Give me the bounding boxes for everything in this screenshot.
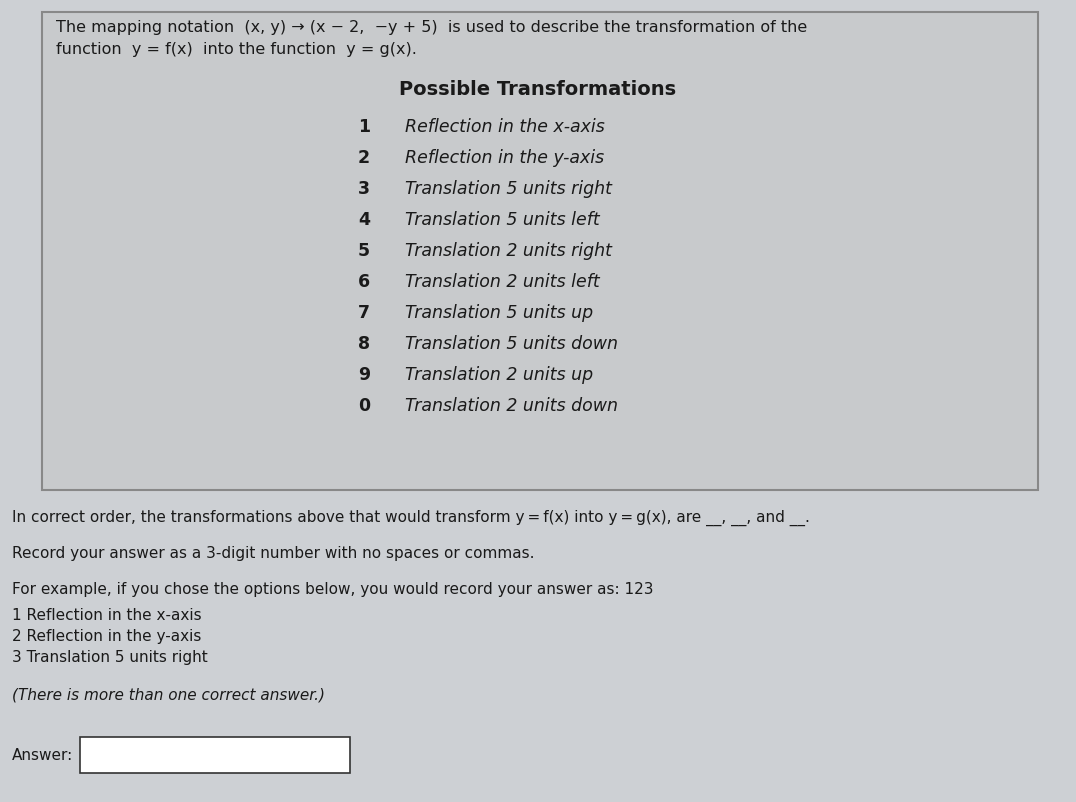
Text: Translation 2 units right: Translation 2 units right [405, 242, 612, 260]
Text: (There is more than one correct answer.): (There is more than one correct answer.) [12, 687, 325, 702]
Text: Reflection in the x-axis: Reflection in the x-axis [405, 118, 605, 136]
Text: 3 Translation 5 units right: 3 Translation 5 units right [12, 650, 208, 665]
Text: 1 Reflection in the x-axis: 1 Reflection in the x-axis [12, 608, 201, 623]
Text: Answer:: Answer: [12, 747, 73, 763]
Text: Translation 2 units left: Translation 2 units left [405, 273, 599, 291]
Text: function  y = f(x)  into the function  y = g(x).: function y = f(x) into the function y = … [56, 42, 416, 57]
Text: 3: 3 [358, 180, 370, 198]
Text: Translation 5 units up: Translation 5 units up [405, 304, 593, 322]
Text: 7: 7 [358, 304, 370, 322]
Text: 6: 6 [358, 273, 370, 291]
FancyBboxPatch shape [80, 737, 350, 773]
Text: Translation 5 units left: Translation 5 units left [405, 211, 599, 229]
Text: 9: 9 [358, 366, 370, 384]
Text: 2 Reflection in the y-axis: 2 Reflection in the y-axis [12, 629, 201, 644]
Text: 5: 5 [358, 242, 370, 260]
Text: Reflection in the y-axis: Reflection in the y-axis [405, 149, 604, 167]
Text: For example, if you chose the options below, you would record your answer as: 12: For example, if you chose the options be… [12, 582, 653, 597]
Text: The mapping notation  (x, y) → (x − 2,  −y + 5)  is used to describe the transfo: The mapping notation (x, y) → (x − 2, −y… [56, 20, 807, 35]
FancyBboxPatch shape [42, 12, 1038, 490]
Text: 0: 0 [358, 397, 370, 415]
Text: Translation 5 units down: Translation 5 units down [405, 335, 618, 353]
Text: 2: 2 [358, 149, 370, 167]
Text: 8: 8 [358, 335, 370, 353]
Text: In correct order, the transformations above that would transform y = f(x) into y: In correct order, the transformations ab… [12, 510, 810, 526]
Text: Record your answer as a 3-digit number with no spaces or commas.: Record your answer as a 3-digit number w… [12, 546, 535, 561]
Text: 4: 4 [358, 211, 370, 229]
Text: Translation 2 units up: Translation 2 units up [405, 366, 593, 384]
Text: Possible Transformations: Possible Transformations [399, 80, 677, 99]
Text: 1: 1 [358, 118, 370, 136]
Text: Translation 5 units right: Translation 5 units right [405, 180, 612, 198]
Text: Translation 2 units down: Translation 2 units down [405, 397, 618, 415]
